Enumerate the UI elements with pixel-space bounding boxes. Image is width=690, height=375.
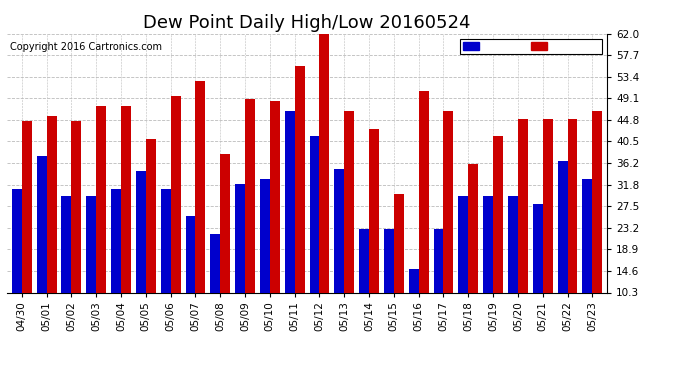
Bar [37,156,47,292]
Bar [344,111,354,292]
Bar [86,196,96,292]
Bar [61,196,71,292]
Bar [121,106,131,292]
Bar [235,184,245,292]
Bar [161,189,170,292]
Bar [186,216,195,292]
Bar [359,229,369,292]
Bar [433,229,444,292]
Bar [47,116,57,292]
Bar [22,122,32,292]
Bar [483,196,493,292]
Bar [408,269,419,292]
Bar [533,204,543,292]
Bar [384,229,394,292]
Bar [170,96,181,292]
Bar [419,91,428,292]
Bar [295,66,304,292]
Bar [310,136,319,292]
Bar [260,179,270,292]
Bar [518,119,528,292]
Text: Copyright 2016 Cartronics.com: Copyright 2016 Cartronics.com [10,42,162,51]
Bar [195,81,206,292]
Bar [567,119,578,292]
Bar [469,164,478,292]
Bar [444,111,453,292]
Bar [493,136,503,292]
Bar [543,119,553,292]
Bar [270,101,279,292]
Bar [12,189,22,292]
Bar [369,129,379,292]
Bar [458,196,469,292]
Bar [220,154,230,292]
Bar [245,99,255,292]
Bar [96,106,106,292]
Bar [146,139,156,292]
Bar [582,179,592,292]
Bar [210,234,220,292]
Legend: Low  (°F), High  (°F): Low (°F), High (°F) [460,39,602,54]
Bar [136,171,146,292]
Bar [394,194,404,292]
Bar [285,111,295,292]
Bar [335,169,344,292]
Bar [558,161,567,292]
Bar [508,196,518,292]
Title: Dew Point Daily High/Low 20160524: Dew Point Daily High/Low 20160524 [144,14,471,32]
Bar [319,34,329,292]
Bar [71,122,81,292]
Bar [111,189,121,292]
Bar [592,111,602,292]
